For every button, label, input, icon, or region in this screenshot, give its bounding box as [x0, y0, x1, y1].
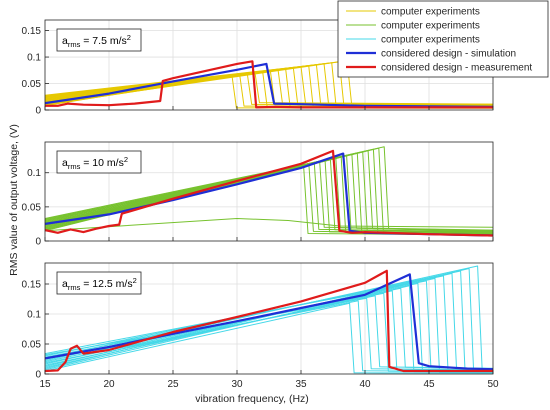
- x-tick-label: 15: [39, 379, 51, 390]
- annotation-text: arms = 10 m/s2: [62, 155, 128, 171]
- y-axis-label: RMS value of output voltage, (V): [8, 124, 20, 276]
- panel-1: 0 0.05 0.1 0.15 arms = 7.5 m/s2: [22, 19, 494, 117]
- panel-3: 0 0.05 0.1 0.15 15 20 25 30 35 40 45 50 arms = 12.5 …: [22, 262, 499, 390]
- x-tick-label: 50: [487, 379, 499, 390]
- legend: computer experiments computer experiments…: [337, 0, 549, 78]
- annotation-box: [56, 271, 142, 295]
- legend-label: considered design - measurement: [381, 63, 532, 74]
- y-tick-label: 0.05: [22, 79, 42, 90]
- panels: 0 0.05 0.1 0.15 arms = 7.5 m/s2 0 0.05 0.1 arms …: [22, 19, 499, 390]
- y-tick-label: 0.05: [22, 340, 42, 351]
- experiment-curve: [45, 146, 493, 232]
- x-tick-label: 25: [167, 379, 179, 390]
- annotation-text: arms = 7.5 m/s2: [62, 33, 131, 49]
- x-tick-label: 35: [295, 379, 307, 390]
- experiment-curve: [45, 295, 493, 369]
- experiment-curve: [45, 292, 493, 373]
- measurement-line: [45, 149, 493, 237]
- plot-area: [45, 146, 493, 237]
- annotation-box: [56, 28, 142, 52]
- y-tick-label: 0.1: [27, 53, 41, 64]
- axes-box: [44, 262, 494, 375]
- y-tick-label: 0.05: [22, 202, 42, 213]
- plot-area: [45, 265, 493, 374]
- x-tick-label: 20: [103, 379, 115, 390]
- y-tick-label: 0: [35, 370, 41, 381]
- experiment-curve: [45, 290, 493, 371]
- experiment-curve: [45, 60, 493, 106]
- x-tick-label: 45: [423, 379, 435, 390]
- experiment-curve: [45, 285, 493, 373]
- legend-label: computer experiments: [381, 35, 480, 46]
- y-tick-label: 0.1: [27, 310, 41, 321]
- simulation-line: [45, 62, 493, 108]
- measurement-line: [45, 269, 493, 373]
- panel-2: 0 0.05 0.1 arms = 10 m/s2: [22, 141, 494, 248]
- legend-label: computer experiments: [381, 21, 480, 32]
- axes-box: [44, 141, 494, 242]
- x-axis-label: vibration frequency, (Hz): [195, 393, 309, 405]
- y-tick-label: 0.1: [27, 168, 41, 179]
- y-tick-label: 0.15: [22, 280, 42, 291]
- y-tick-label: 0.15: [22, 26, 42, 37]
- legend-label: computer experiments: [381, 7, 480, 18]
- legend-label: considered design - simulation: [381, 49, 516, 60]
- measurement-line: [45, 60, 493, 109]
- experiment-curve: [45, 302, 493, 374]
- experiment-curve: [45, 217, 493, 232]
- y-tick-label: 0: [35, 237, 41, 248]
- experiment-curve: [45, 282, 493, 371]
- annotation-box: [56, 150, 142, 174]
- x-tick-label: 40: [359, 379, 371, 390]
- annotation-text: arms = 12.5 m/s2: [62, 276, 137, 292]
- experiment-curve: [45, 270, 493, 374]
- x-tick-label: 30: [231, 379, 243, 390]
- y-tick-label: 0: [35, 106, 41, 117]
- plot-area: [45, 60, 493, 109]
- experiment-curve: [45, 287, 493, 370]
